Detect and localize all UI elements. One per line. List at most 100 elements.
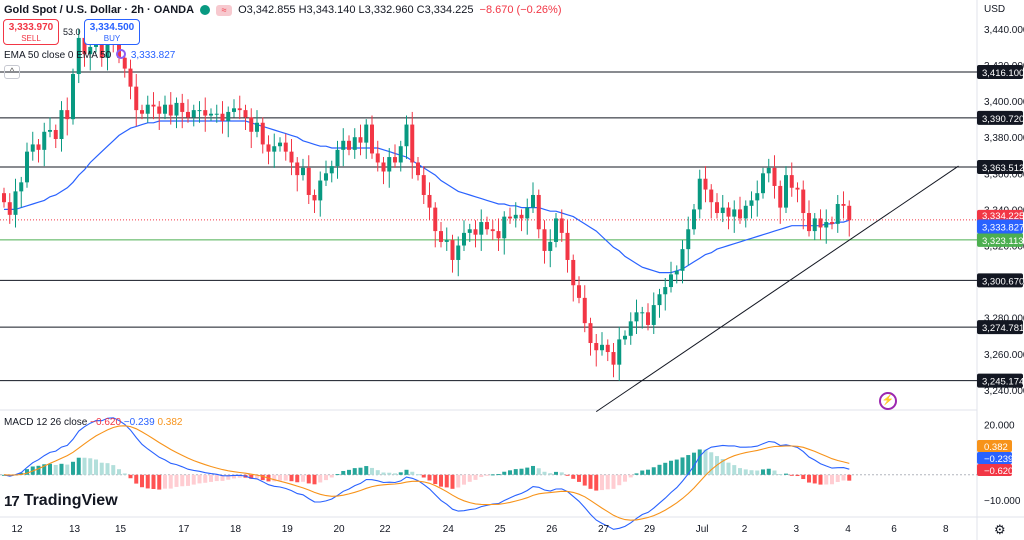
- macd-hist-bar: [134, 474, 139, 484]
- macd-hist-bar: [220, 474, 225, 481]
- macd-hist-bar: [640, 470, 645, 475]
- macd-hist-bar: [807, 474, 811, 483]
- macd-hist-bar: [784, 473, 788, 475]
- macd-hist-bar: [485, 474, 489, 476]
- candle-body: [25, 151, 29, 183]
- candle-body: [605, 344, 610, 353]
- macd-hist-bar: [163, 474, 167, 489]
- candle-body: [266, 144, 271, 152]
- time-tick-label: 8: [943, 524, 949, 535]
- macd-hist-bar: [680, 457, 685, 475]
- symbol-title[interactable]: Gold Spot / U.S. Dollar · 2h · OANDA: [4, 4, 195, 16]
- macd-hist-bar: [444, 474, 449, 488]
- candle-body: [427, 194, 432, 208]
- macd-hist-bar: [490, 474, 495, 476]
- candle-body: [743, 205, 748, 219]
- currency-label[interactable]: USD: [984, 4, 1006, 15]
- macd-hist-bar: [548, 473, 553, 475]
- logo-text: TradingView: [23, 492, 118, 509]
- candle-body: [421, 175, 426, 195]
- macd-hist-bar: [335, 474, 340, 476]
- candle-body: [697, 178, 702, 210]
- gear-icon[interactable]: ⚙: [994, 522, 1006, 537]
- macd-hist-bar: [237, 474, 242, 478]
- macd-hist-bar: [427, 474, 432, 481]
- candle-body: [36, 144, 41, 150]
- candle-body: [812, 218, 817, 232]
- level-tag: [977, 273, 1023, 288]
- macd-hist-bar: [743, 469, 748, 475]
- macd-hist-bar: [559, 472, 564, 475]
- wave-icon: ≈: [216, 4, 233, 16]
- candle-body: [582, 297, 587, 324]
- macd-hist-bar: [513, 469, 518, 475]
- candle-body: [640, 312, 645, 314]
- candle-body: [617, 339, 622, 365]
- price-change: −8.670 (−0.26%): [479, 4, 562, 16]
- sell-price: 3,333.970: [8, 22, 54, 33]
- candle-body: [42, 131, 47, 150]
- macd-hist-bar: [789, 474, 794, 476]
- candle-body: [456, 245, 461, 260]
- tradingview-logo[interactable]: 17 TradingView: [4, 492, 118, 510]
- candle-body: [203, 110, 208, 116]
- candle-body: [795, 187, 800, 190]
- time-tick-label: 25: [495, 524, 507, 535]
- time-tick-label: 18: [230, 524, 242, 535]
- macd-tag-label: −0.239: [984, 454, 1013, 465]
- macd-hist-bar: [600, 474, 604, 491]
- flash-icon[interactable]: ⚡: [879, 392, 897, 410]
- candle-body: [404, 124, 409, 147]
- macd-hist-bar: [283, 474, 288, 481]
- time-tick-label: 3: [794, 524, 800, 535]
- sell-button[interactable]: 3,333.970 SELL: [3, 19, 59, 45]
- candle-body: [807, 213, 811, 232]
- candle-body: [122, 57, 127, 69]
- candle-body: [278, 142, 282, 147]
- macd-hist-bar: [801, 474, 806, 480]
- candle-body: [243, 110, 248, 118]
- macd-tag: [977, 440, 1012, 452]
- level-tag-label: 3,416.100: [982, 68, 1024, 79]
- macd-hist-bar: [36, 465, 41, 475]
- candle-body: [835, 204, 840, 224]
- macd-hist-bar: [692, 452, 696, 475]
- candle-body: [755, 193, 760, 201]
- candle-body: [117, 36, 121, 58]
- macd-hist-bar: [272, 474, 277, 482]
- candle-body: [536, 194, 541, 230]
- macd-hist-bar: [128, 474, 133, 479]
- candle-body: [197, 110, 202, 112]
- ema-label: EMA 50 close 0 EMA 50: [4, 50, 112, 61]
- candle-body: [513, 214, 518, 219]
- candle-body: [669, 274, 673, 288]
- macd-line: [3, 417, 850, 530]
- macd-hist-bar: [151, 474, 156, 490]
- candle-body: [703, 178, 708, 190]
- candle-body: [680, 249, 685, 271]
- macd-hist-bar: [416, 474, 420, 476]
- candle-body: [301, 167, 305, 176]
- price-tick-label: 3,260.000: [984, 350, 1024, 361]
- candle-body: [847, 205, 852, 221]
- green-level-label: 3,323.113: [982, 236, 1024, 247]
- ema-legend[interactable]: EMA 50 close 0 EMA 50 3,333.827: [4, 49, 175, 61]
- candle-body: [542, 229, 547, 251]
- macd-hist-bar: [755, 470, 760, 475]
- time-tick-label: 15: [115, 524, 127, 535]
- buy-button[interactable]: 3,334.500 BUY: [84, 19, 140, 45]
- buy-price: 3,334.500: [89, 22, 135, 33]
- macd-hist-bar: [835, 474, 840, 483]
- price-tick-label: 3,400.000: [984, 97, 1024, 108]
- time-tick-label: 26: [546, 524, 558, 535]
- candle-body: [59, 110, 64, 140]
- eye-icon[interactable]: [116, 49, 127, 59]
- collapse-legend-button[interactable]: ^: [4, 65, 20, 79]
- time-tick-label: Jul: [696, 524, 709, 535]
- candle-body: [766, 167, 771, 174]
- macd-hist-bar: [157, 474, 162, 490]
- candle-body: [364, 124, 369, 143]
- macd-legend[interactable]: MACD 12 26 close −0.620 −0.239 0.382: [4, 417, 183, 428]
- candle-body: [145, 104, 150, 114]
